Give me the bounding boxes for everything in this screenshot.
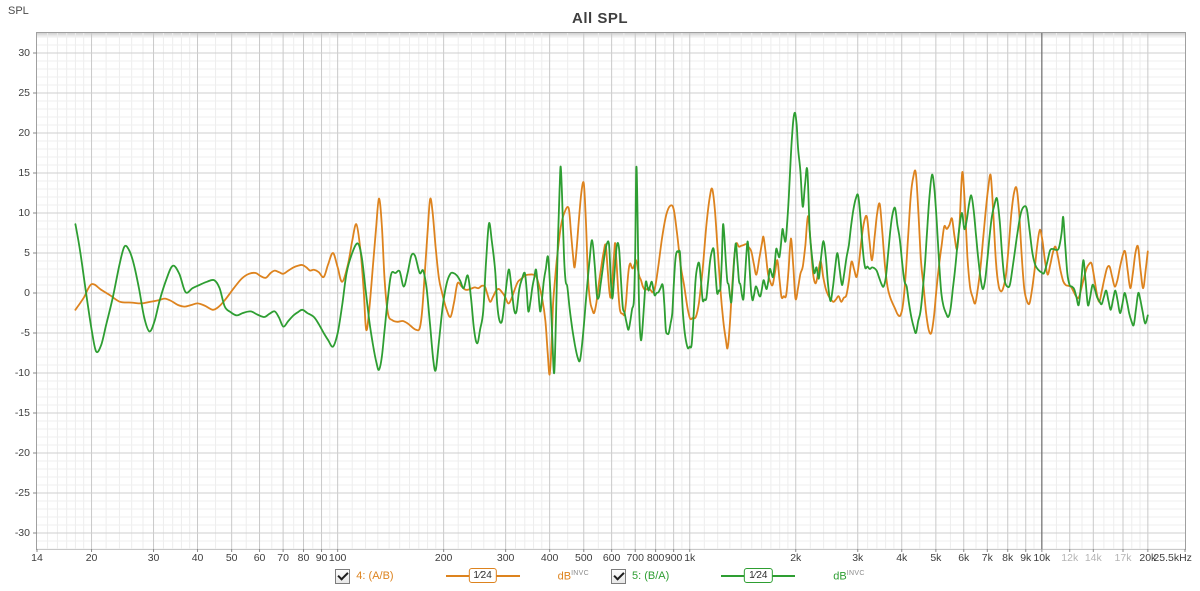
x-tick-label: 200 <box>434 552 453 564</box>
x-tick-label: 300 <box>496 552 515 564</box>
x-tick-label: 17k <box>1114 552 1132 564</box>
y-tick-label: 30 <box>18 47 30 59</box>
trace-4-line-sample: 1⁄24 <box>445 568 520 584</box>
trace-4-ab <box>74 169 1149 376</box>
legend-item-trace-5: 5: (B/A) 1⁄24 dBINVC <box>611 568 865 584</box>
y-tick-label: 10 <box>18 207 30 219</box>
y-tick-label: -15 <box>14 407 30 419</box>
trace-4-unit-label: dBINVC <box>557 569 589 583</box>
x-tick-label: 400 <box>540 552 559 564</box>
x-tick-label: 3k <box>852 552 864 564</box>
checkmark-icon <box>337 568 349 581</box>
x-tick-label: 10k <box>1033 552 1051 564</box>
x-tick-label: 2k <box>790 552 802 564</box>
checkmark-icon <box>613 568 625 581</box>
trace-5-smoothing-badge: 1⁄24 <box>744 568 773 583</box>
x-tick-label: 80 <box>297 552 310 564</box>
y-tick-label: -30 <box>14 527 30 539</box>
trace-4-smoothing-badge: 1⁄24 <box>468 568 497 583</box>
x-tick-label: 20k <box>1139 552 1157 564</box>
trace-5-unit-label: dBINVC <box>833 569 865 583</box>
x-tick-label: 1k <box>684 552 696 564</box>
x-tick-label: 5k <box>930 552 942 564</box>
x-tick-label: 14k <box>1084 552 1102 564</box>
x-tick-label: 40 <box>191 552 204 564</box>
spl-chart-svg <box>33 33 1186 552</box>
y-tick-label: 5 <box>24 247 30 259</box>
y-tick-label: -5 <box>20 327 30 339</box>
legend-item-trace-4: 4: (A/B) 1⁄24 dBINVC <box>335 568 589 584</box>
x-tick-label: 9k <box>1020 552 1032 564</box>
y-tick-label: 15 <box>18 167 30 179</box>
chart-plot-area[interactable] <box>33 33 1186 552</box>
x-tick-label: 6k <box>958 552 970 564</box>
x-tick-label: 50 <box>225 552 238 564</box>
trace-5-ba <box>74 111 1149 374</box>
x-tick-label: 20 <box>85 552 98 564</box>
x-tick-label: 600 <box>602 552 621 564</box>
x-tick-label: 700 <box>626 552 644 564</box>
chart-legend: 4: (A/B) 1⁄24 dBINVC 5: (B/A) 1⁄24 dBINV… <box>0 568 1200 584</box>
trace-4-checkbox[interactable] <box>335 568 351 584</box>
x-tick-label: 7k <box>981 552 993 564</box>
y-tick-label: 0 <box>24 287 30 299</box>
trace-5-checkbox[interactable] <box>611 568 626 584</box>
x-tick-label: 500 <box>574 552 593 564</box>
trace-4-label: 4: (A/B) <box>356 570 394 582</box>
x-tick-label: 8k <box>1002 552 1014 564</box>
trace-5-label: 5: (B/A) <box>632 570 670 582</box>
y-axis-unit-label: SPL <box>8 5 29 17</box>
y-tick-label: -20 <box>14 447 30 459</box>
x-tick-label: 800 <box>646 552 665 564</box>
y-tick-label: -10 <box>14 367 30 379</box>
chart-title: All SPL <box>571 10 628 27</box>
x-tick-label: 90 <box>315 552 328 564</box>
x-tick-label: 12k <box>1061 552 1079 564</box>
y-tick-label: 25 <box>18 87 30 99</box>
x-tick-label: 70 <box>277 552 289 564</box>
x-tick-label: 900 <box>664 552 683 564</box>
x-tick-label: 30 <box>147 552 160 564</box>
trace-5-line-sample: 1⁄24 <box>721 568 796 584</box>
x-tick-label: 100 <box>328 552 347 564</box>
x-tick-label: 4k <box>896 552 908 564</box>
y-tick-label: 20 <box>18 127 30 139</box>
x-tick-label: 25.5kHz <box>1153 552 1192 564</box>
x-tick-label: 14 <box>31 552 43 564</box>
y-tick-label: -25 <box>14 487 30 499</box>
x-tick-label: 60 <box>253 552 266 564</box>
